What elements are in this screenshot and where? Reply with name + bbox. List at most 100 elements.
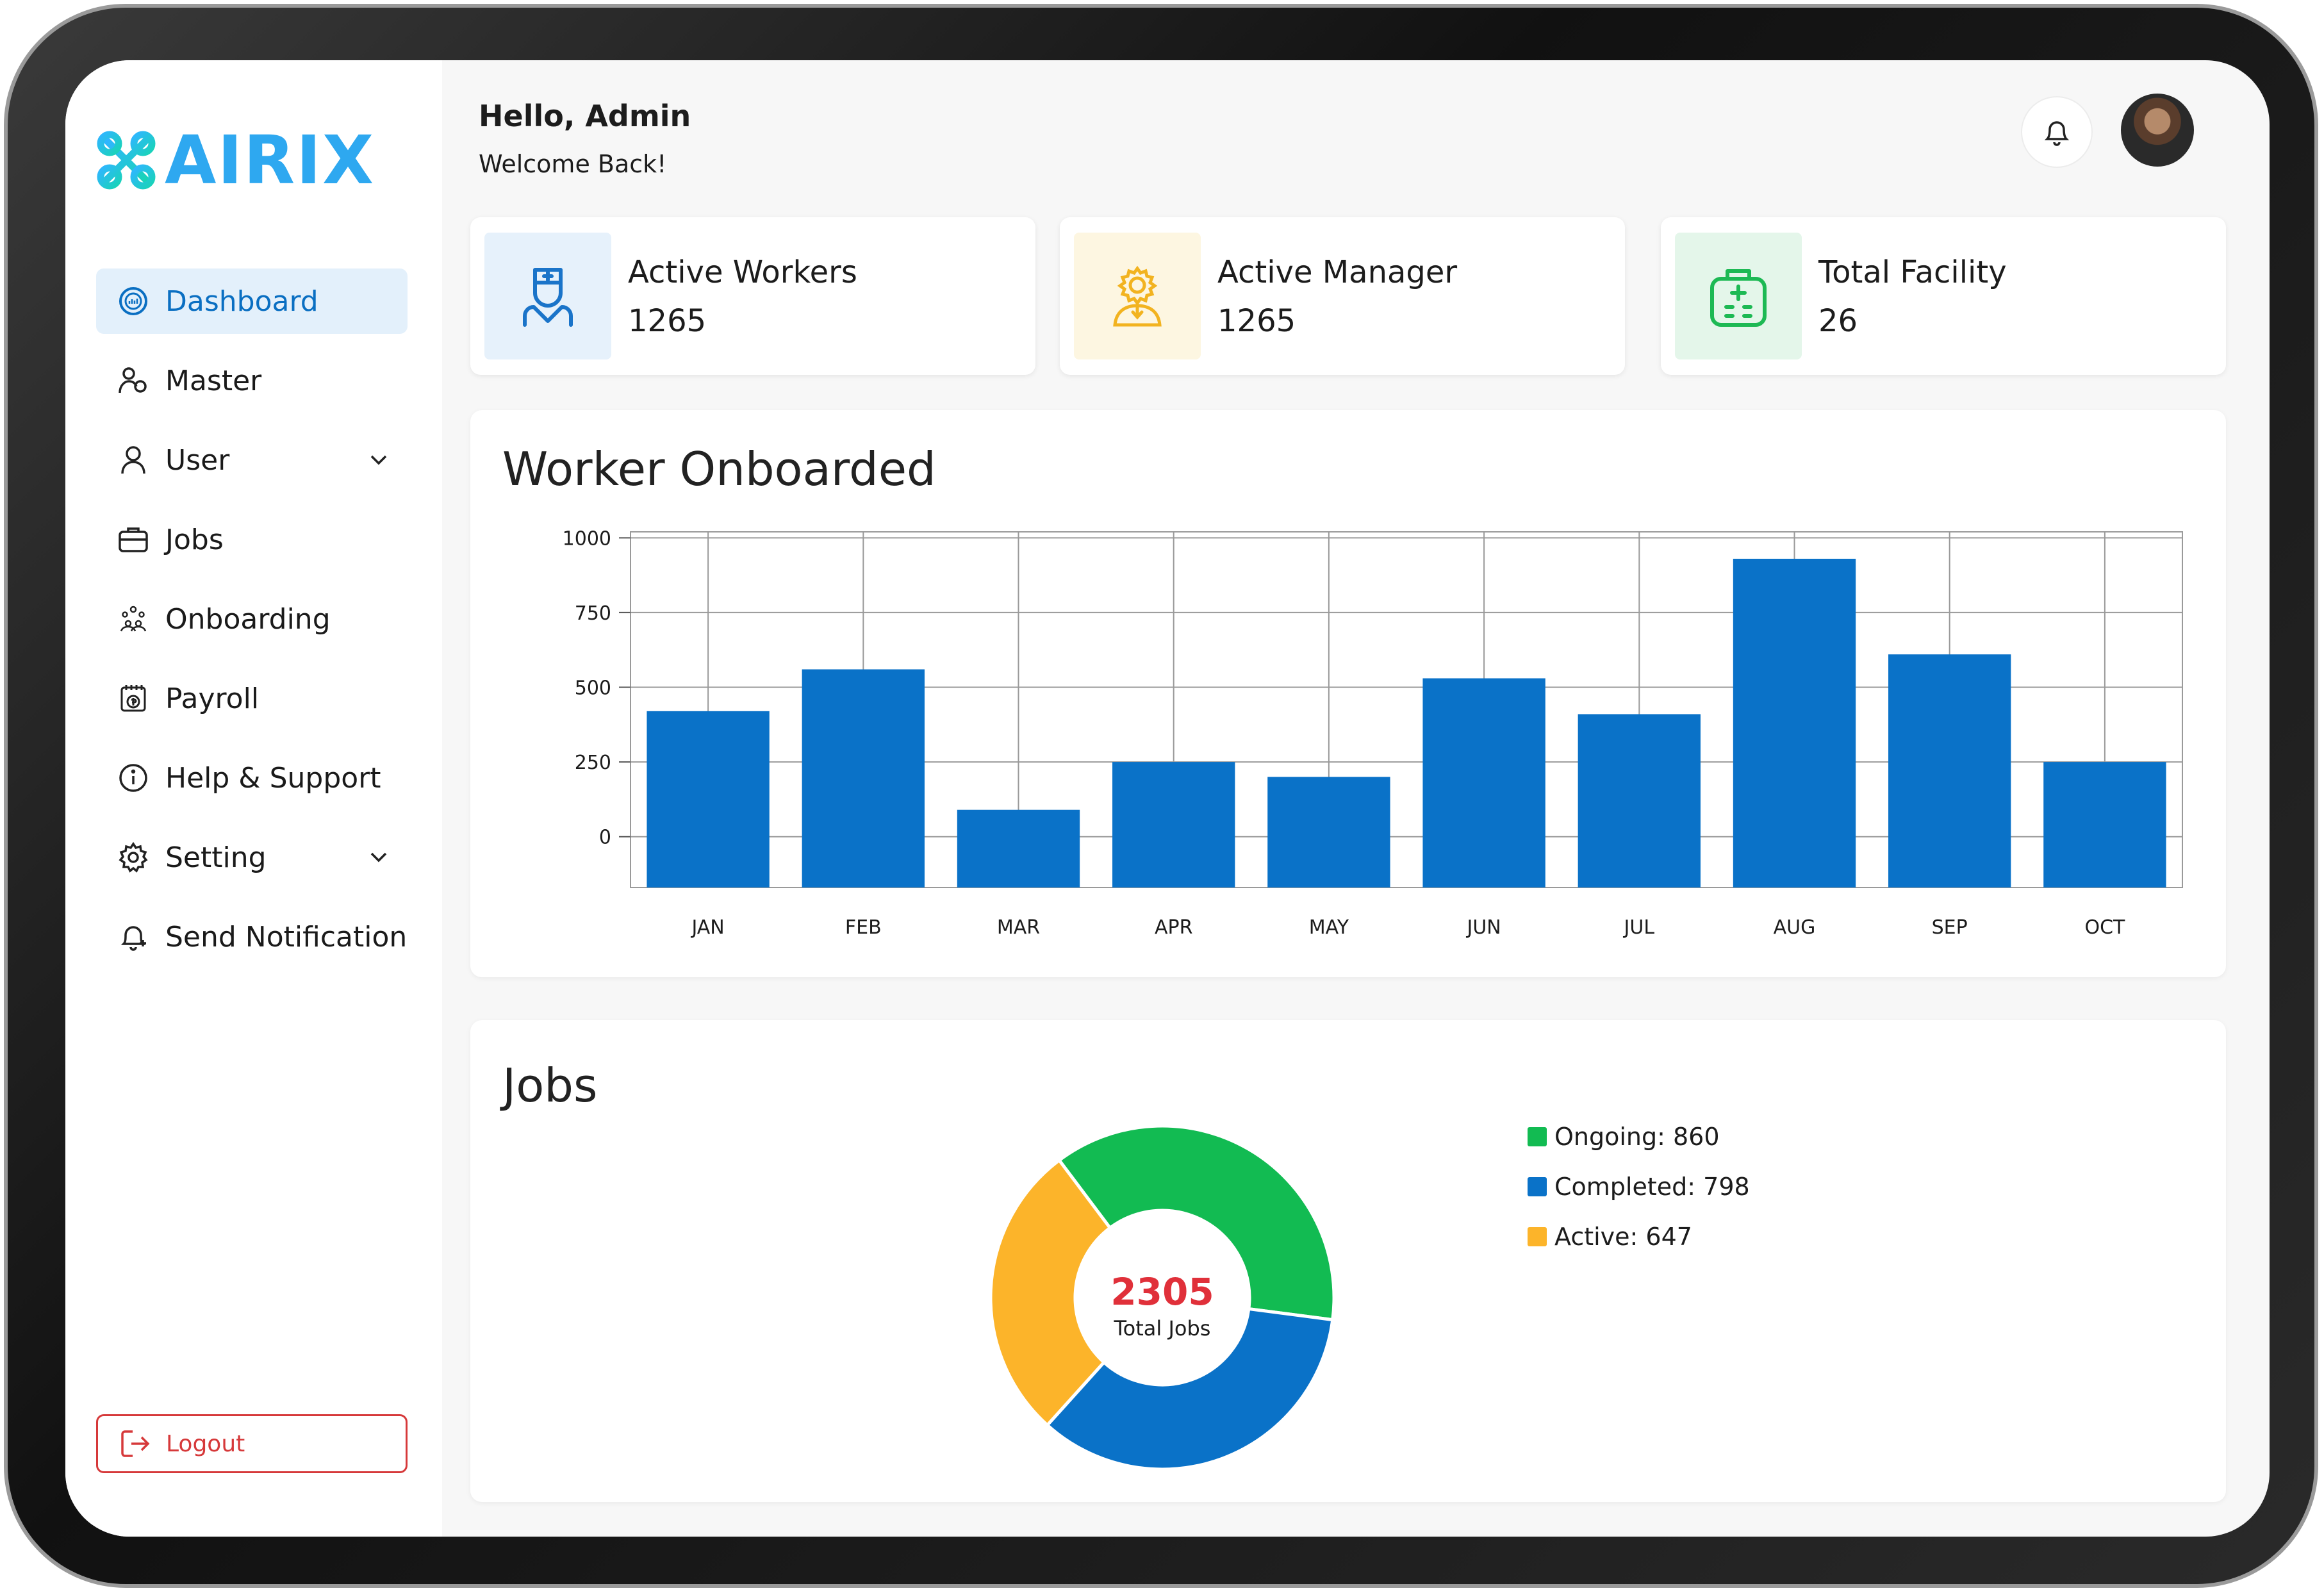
sidebar-item-label: Help & Support (165, 761, 381, 795)
team-icon (115, 601, 151, 637)
worker-chart-title: Worker Onboarded (502, 442, 936, 496)
logout-label: Logout (166, 1430, 245, 1457)
dashboard-icon (115, 283, 151, 319)
y-tick-label: 750 (575, 602, 611, 625)
sidebar-item-dashboard[interactable]: Dashboard (96, 268, 408, 334)
legend-item-active[interactable]: Active: 647 (1528, 1223, 1750, 1251)
donut-center: 2305 Total Jobs (1082, 1270, 1242, 1341)
legend-swatch (1528, 1227, 1547, 1246)
legend-label: Ongoing: 860 (1554, 1123, 1720, 1151)
x-tick-label: FEB (845, 916, 882, 939)
greeting-title: Hello, Admin (479, 99, 691, 133)
y-tick-label: 500 (575, 677, 611, 700)
slice-active[interactable] (989, 1158, 1112, 1428)
jobs-panel: Jobs 2305 Total Jobs Ongoing: 860 Comple… (470, 1020, 2226, 1502)
logout-icon (121, 1430, 150, 1457)
legend-item-completed[interactable]: Completed: 798 (1528, 1173, 1750, 1201)
chevron-down-icon[interactable] (364, 843, 393, 872)
worker-onboarded-panel: Worker Onboarded 0 250 500 750 1000 JAN FEB MAR… (470, 410, 2226, 977)
stat-card-total-facility[interactable]: Total Facility 26 (1661, 217, 2226, 375)
users-icon (115, 363, 151, 399)
payroll-icon (115, 681, 151, 716)
sidebar-item-help-support[interactable]: Help & Support (96, 745, 408, 811)
y-tick-label: 250 (575, 752, 611, 774)
stat-value: 1265 (1217, 303, 1296, 339)
stat-label: Active Workers (628, 254, 857, 290)
sidebar-item-master[interactable]: Master (96, 348, 408, 413)
bar-oct[interactable] (2043, 762, 2166, 887)
x-tick-label: OCT (2084, 916, 2125, 939)
bar-mar[interactable] (957, 809, 1080, 887)
jobs-donut-chart (989, 1124, 1336, 1471)
sidebar-item-onboarding[interactable]: Onboarding (96, 586, 408, 652)
bar-feb[interactable] (802, 669, 925, 887)
x-tick-label: JUL (1623, 916, 1655, 939)
sidebar-item-label: Dashboard (165, 285, 318, 318)
legend-label: Active: 647 (1554, 1223, 1692, 1251)
x-tick-label: MAR (997, 916, 1040, 939)
avatar[interactable] (2121, 94, 2194, 167)
airix-logo-icon (97, 131, 156, 190)
slice-ongoing[interactable] (1057, 1124, 1336, 1322)
jobs-chart-title: Jobs (502, 1059, 598, 1112)
bar-sep[interactable] (1888, 654, 2011, 887)
chevron-down-icon[interactable] (364, 445, 393, 475)
brand-logo[interactable]: AIRIX (94, 121, 375, 199)
y-tick-label: 0 (599, 827, 611, 849)
sidebar-item-label: Setting (165, 841, 267, 874)
logout-button[interactable]: Logout (96, 1414, 408, 1473)
tablet-frame: AIRIX Dashboard Master (4, 4, 2318, 1588)
app-screen: AIRIX Dashboard Master (65, 60, 2270, 1537)
stat-value: 26 (1818, 303, 1858, 339)
legend-swatch (1528, 1177, 1547, 1196)
user-icon (115, 442, 151, 478)
x-tick-label: SEP (1932, 916, 1968, 939)
sidebar-item-user[interactable]: User (96, 427, 408, 493)
info-icon (115, 760, 151, 796)
x-tick-label: JUN (1465, 916, 1501, 939)
bar-aug[interactable] (1733, 558, 1856, 887)
bar-jul[interactable] (1578, 714, 1701, 887)
stat-value: 1265 (628, 303, 707, 339)
stat-label: Active Manager (1217, 254, 1458, 290)
bar-jan[interactable] (647, 711, 770, 887)
manager-gear-icon (1113, 265, 1162, 327)
sidebar-item-label: Send Notification (165, 920, 408, 953)
nurse-icon (523, 268, 573, 327)
sidebar-item-setting[interactable]: Setting (96, 825, 408, 890)
jobs-legend: Ongoing: 860 Completed: 798 Active: 647 (1528, 1123, 1750, 1273)
bar-jun[interactable] (1422, 678, 1545, 887)
brand-name: AIRIX (165, 121, 375, 199)
y-tick-label: 1000 (563, 527, 611, 550)
notifications-button[interactable] (2021, 96, 2093, 168)
legend-item-ongoing[interactable]: Ongoing: 860 (1528, 1123, 1750, 1151)
slice-completed[interactable] (1044, 1307, 1335, 1471)
legend-swatch (1528, 1127, 1547, 1146)
bar-may[interactable] (1267, 777, 1390, 887)
stat-card-active-workers[interactable]: Active Workers 1265 (470, 217, 1035, 375)
sidebar-item-send-notification[interactable]: Send Notification (96, 904, 408, 970)
gear-icon (115, 839, 151, 875)
sidebar-item-label: Jobs (165, 523, 224, 556)
total-jobs-label: Total Jobs (1114, 1316, 1211, 1341)
x-tick-label: MAY (1309, 916, 1349, 939)
hospital-icon (1710, 269, 1767, 327)
bar-apr[interactable] (1112, 762, 1235, 887)
x-tick-label: AUG (1774, 916, 1816, 939)
sidebar-item-payroll[interactable]: Payroll (96, 666, 408, 731)
stat-card-active-manager[interactable]: Active Manager 1265 (1060, 217, 1625, 375)
greeting-subtext: Welcome Back! (479, 150, 667, 178)
bell-icon (2044, 121, 2070, 146)
bell-plus-icon (115, 919, 151, 955)
legend-label: Completed: 798 (1554, 1173, 1750, 1201)
stat-badge (1675, 233, 1802, 359)
sidebar-item-jobs[interactable]: Jobs (96, 507, 408, 572)
total-jobs-value: 2305 (1110, 1270, 1214, 1314)
x-tick-label: JAN (690, 916, 724, 939)
stat-badge (484, 233, 611, 359)
sidebar: AIRIX Dashboard Master (65, 60, 442, 1537)
stat-label: Total Facility (1818, 254, 2007, 290)
worker-onboarded-bar-chart: 0 250 500 750 1000 JAN FEB MAR APR MAY JUN JUL AUG SE… (563, 527, 2183, 939)
sidebar-nav: Dashboard Master User (96, 268, 408, 984)
x-tick-label: APR (1155, 916, 1192, 939)
